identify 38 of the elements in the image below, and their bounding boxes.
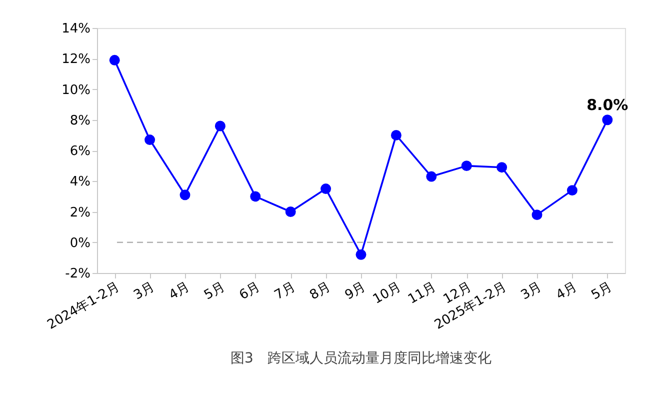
point [426,171,437,182]
y-tick-label: -2% [65,266,90,282]
x-tick-label: 8月 [307,280,334,304]
point [496,162,508,173]
point [390,130,402,140]
y-tick-label: 6% [70,144,90,159]
point [144,134,156,146]
x-tick-label: 4月 [554,280,580,304]
y-tick-label: 8% [70,113,90,128]
data-label: 8.0% [586,96,628,114]
x-tick-label: 11月 [406,280,439,308]
x-tick-label: 5月 [588,280,615,304]
y-tick-label: 2% [70,205,90,220]
point [250,191,261,202]
point [285,206,296,217]
text: 图3 跨区域人员流动量月度同比增速变化 [230,350,492,366]
point [461,160,472,172]
point [566,185,578,196]
y-tick-label: 10% [62,82,90,98]
x-tick-label: 7月 [272,280,298,304]
y-tick-label: 12% [62,52,90,68]
x-tick-label: 4月 [166,280,192,304]
y-tick-label: 4% [70,174,90,190]
point [602,114,613,126]
point [532,210,542,220]
point [356,249,366,260]
point [180,190,190,200]
x-tick-label: 9月 [342,280,368,304]
point [214,120,226,132]
y-tick-label: 0% [70,236,90,251]
x-tick-label: 5月 [202,280,228,304]
x-tick-label: 3月 [518,280,544,304]
y-tick-label: 14% [62,22,90,36]
x-tick-label: 10月 [370,280,404,308]
point [109,54,120,66]
point [320,184,332,194]
x-tick-label: 6月 [236,280,263,304]
x-tick-label: 3月 [131,280,158,304]
